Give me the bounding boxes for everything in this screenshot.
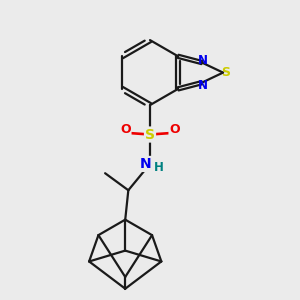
Text: O: O — [169, 123, 180, 136]
Text: N: N — [198, 54, 208, 67]
Text: S: S — [145, 128, 155, 142]
Text: N: N — [140, 157, 151, 171]
Text: O: O — [120, 123, 130, 136]
Text: H: H — [154, 161, 164, 174]
Text: S: S — [221, 66, 230, 79]
Text: N: N — [198, 79, 208, 92]
